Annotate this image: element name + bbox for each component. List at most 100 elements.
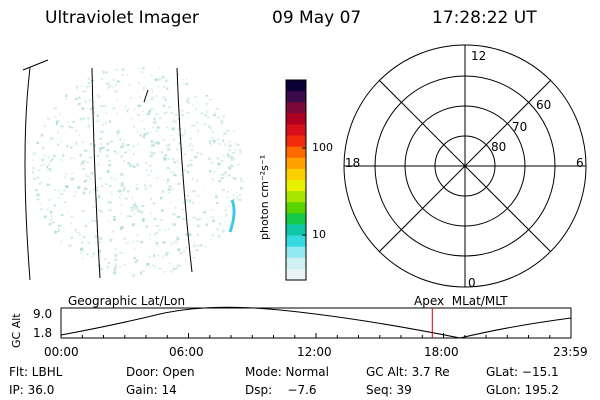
- speckle-dot: [81, 107, 85, 110]
- speckle-dot: [188, 233, 192, 236]
- speckle-dot: [158, 67, 160, 69]
- speckle-dot: [166, 126, 169, 128]
- speckle-dot: [168, 143, 170, 147]
- speckle-dot: [127, 149, 130, 151]
- speckle-dot: [153, 202, 156, 205]
- speckle-dot: [91, 255, 94, 257]
- speckle-dot: [149, 212, 151, 215]
- speckle-dot: [150, 108, 154, 110]
- speckle-dot: [54, 116, 57, 118]
- speckle-dot: [64, 176, 66, 179]
- speckle-dot: [110, 193, 113, 196]
- speckle-dot: [170, 270, 174, 273]
- speckle-dot: [107, 220, 110, 223]
- speckle-dot: [236, 191, 238, 194]
- speckle-dot: [48, 223, 52, 226]
- speckle-dot: [223, 132, 227, 135]
- speckle-dot: [181, 109, 185, 112]
- speckle-dot: [63, 230, 65, 232]
- speckle-dot: [151, 144, 154, 147]
- speckle-dot: [187, 97, 189, 101]
- speckle-dot: [57, 131, 59, 135]
- speckle-dot: [238, 198, 242, 202]
- speckle-dot: [79, 233, 81, 237]
- time-label: 17:28:22 UT: [432, 8, 537, 28]
- speckle-dot: [195, 107, 197, 111]
- speckle-dot: [174, 240, 178, 244]
- speckle-dot: [101, 184, 103, 187]
- speckle-dot: [157, 141, 160, 145]
- speckle-dot: [181, 114, 184, 117]
- speckle-dot: [106, 265, 109, 269]
- speckle-dot: [135, 259, 139, 262]
- speckle-dot: [216, 138, 219, 141]
- speckle-dot: [203, 211, 207, 214]
- speckle-dot: [34, 189, 38, 192]
- speckle-dot: [58, 189, 59, 192]
- speckle-dot: [172, 223, 177, 226]
- speckle-dot: [33, 177, 36, 180]
- speckle-dot: [179, 252, 182, 255]
- speckle-dot: [88, 82, 91, 85]
- altitude-curve: [60, 306, 572, 339]
- speckle-dot: [233, 129, 235, 132]
- speckle-dot: [100, 210, 103, 213]
- colorbar-segment: [286, 157, 306, 170]
- speckle-dot: [116, 80, 120, 83]
- speckle-dot: [112, 86, 115, 88]
- speckle-dot: [151, 96, 155, 99]
- speckle-dot: [212, 234, 214, 237]
- speckle-dot: [114, 266, 117, 268]
- speckle-dot: [121, 68, 125, 71]
- speckle-dot: [32, 152, 36, 155]
- speckle-dot: [208, 139, 211, 142]
- speckle-dot: [136, 240, 139, 242]
- speckle-dot: [130, 206, 134, 209]
- speckle-dot: [88, 125, 90, 129]
- speckle-dot: [240, 187, 243, 190]
- speckle-dot: [102, 104, 107, 107]
- speckle-dot: [158, 135, 162, 137]
- speckle-dot: [82, 90, 87, 93]
- speckle-dot: [81, 141, 84, 143]
- speckle-dot: [120, 212, 122, 215]
- speckle-dot: [184, 258, 187, 262]
- speckle-dot: [112, 215, 116, 218]
- speckle-dot: [153, 121, 157, 124]
- speckle-dot: [82, 117, 85, 121]
- speckle-dot: [40, 208, 43, 211]
- speckle-dot: [119, 203, 123, 206]
- speckle-dot: [185, 233, 189, 236]
- speckle-dot: [156, 126, 160, 129]
- speckle-dot: [135, 260, 137, 264]
- speckle-dot: [98, 150, 102, 153]
- speckle-dot: [215, 107, 219, 110]
- speckle-dot: [37, 176, 39, 179]
- colorbar-segment: [286, 191, 306, 203]
- colorbar-segment: [286, 180, 306, 192]
- speckle-dot: [141, 71, 144, 74]
- speckle-dot: [153, 117, 156, 121]
- speckle-dot: [64, 172, 67, 176]
- speckle-dot: [111, 191, 113, 193]
- speckle-dot: [102, 70, 105, 74]
- speckle-dot: [169, 134, 173, 136]
- grid-line: [22, 59, 49, 71]
- speckle-dot: [99, 177, 103, 180]
- grid-line: [24, 67, 31, 281]
- speckle-dot: [224, 143, 226, 146]
- speckle-dot: [226, 190, 230, 193]
- speckle-dot: [175, 160, 179, 162]
- speckle-dot: [166, 87, 169, 90]
- speckle-dot: [150, 198, 153, 201]
- speckle-dot: [186, 195, 189, 197]
- speckle-dot: [187, 164, 189, 167]
- speckle-dot: [109, 222, 111, 224]
- speckle-dot: [218, 235, 221, 238]
- speckle-dot: [112, 107, 116, 110]
- speckle-dot: [134, 205, 138, 208]
- speckle-dot: [137, 131, 139, 133]
- speckle-dot: [98, 241, 102, 244]
- status-gain: Gain: 14: [126, 383, 177, 397]
- speckle-dot: [70, 157, 73, 160]
